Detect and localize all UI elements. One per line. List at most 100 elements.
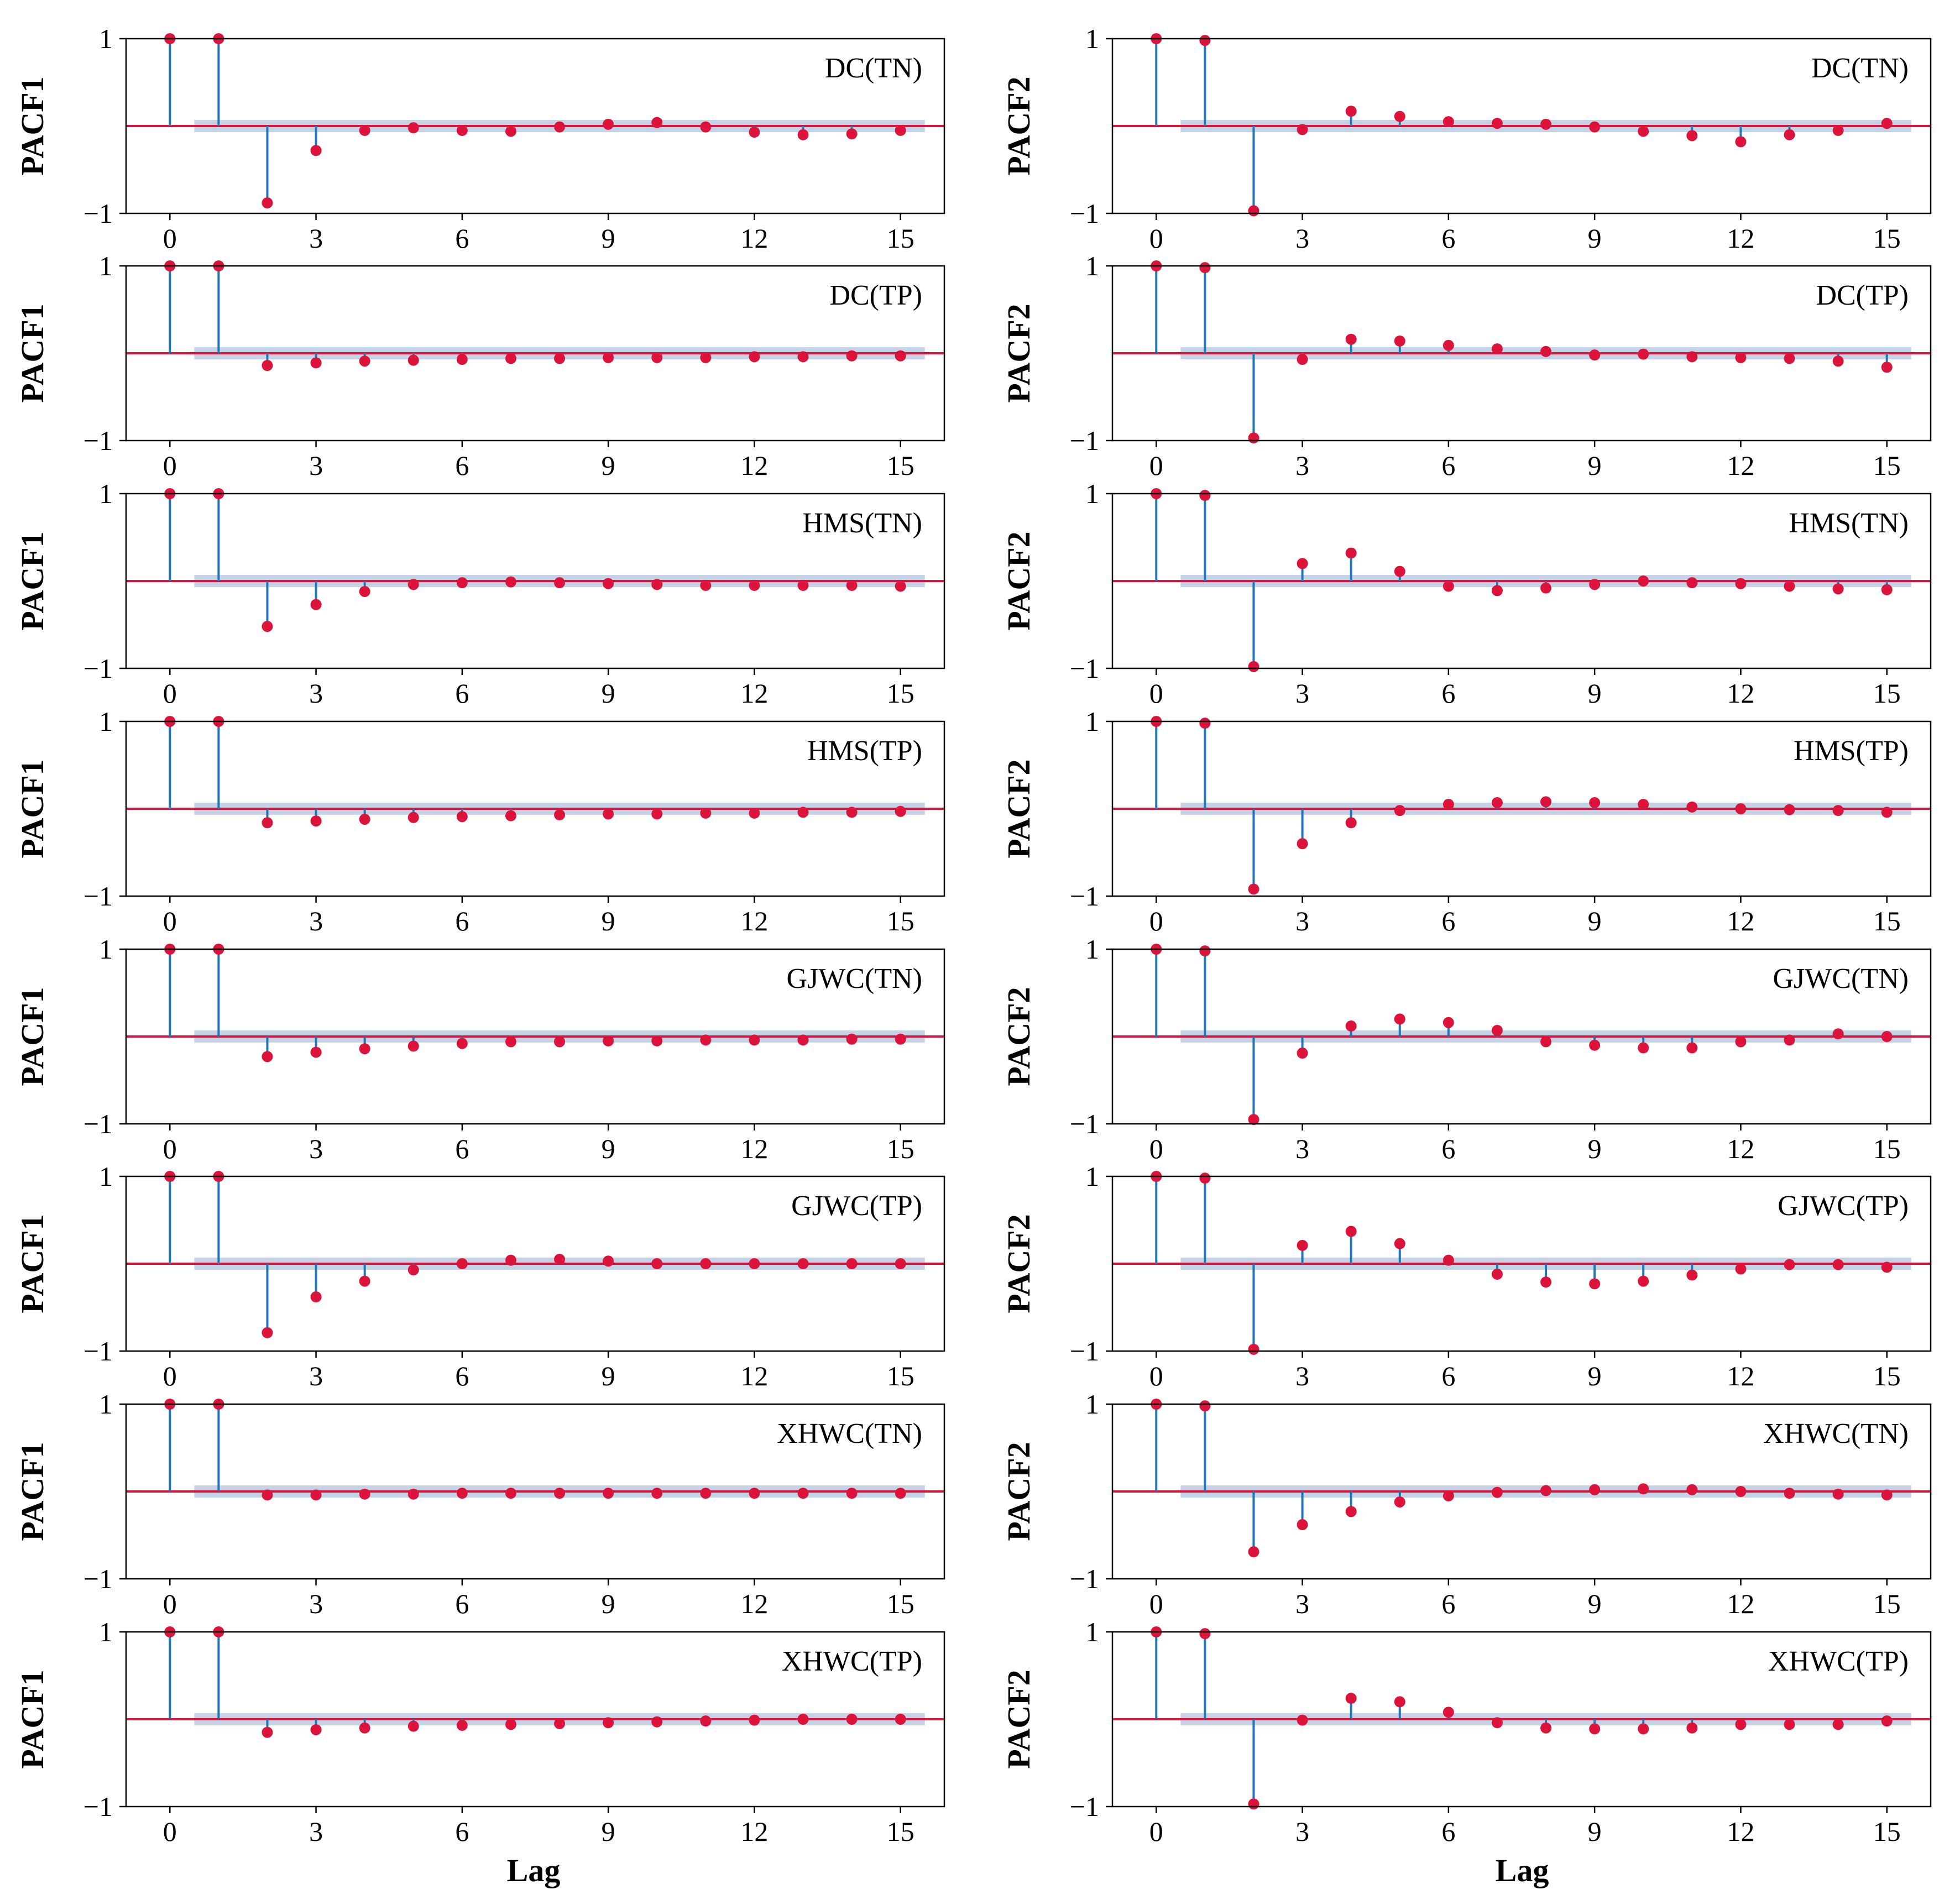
y-tick-label: 1 (99, 1389, 113, 1420)
stem-marker (456, 811, 468, 823)
stem-marker (1199, 1400, 1211, 1412)
stem-marker (1784, 1034, 1795, 1046)
stem-marker (1686, 577, 1698, 589)
stem-marker (1248, 205, 1259, 217)
stem-marker (407, 1720, 419, 1732)
x-tick-label: 15 (1873, 1588, 1901, 1619)
stem-marker (749, 807, 760, 819)
stem-marker (651, 117, 663, 128)
stem-marker (1297, 1239, 1308, 1251)
x-tick-label: 12 (1727, 1133, 1754, 1164)
stem-marker (505, 810, 516, 821)
stem-marker (895, 805, 906, 817)
x-tick-label: 9 (602, 450, 615, 481)
x-tick-label: 3 (1295, 1588, 1309, 1619)
pacf-panel: 0 3 6 9 12 15 −1 1 PACF2 DC(TN) (1001, 23, 1932, 254)
y-axis-label: PACF1 (14, 987, 50, 1086)
y-tick-label: −1 (83, 198, 113, 229)
axes-frame (125, 38, 945, 214)
stem-marker (1442, 116, 1454, 128)
y-axis-label: PACF1 (14, 1442, 50, 1541)
stem-marker (797, 129, 809, 140)
stem-marker (700, 807, 712, 819)
stem-marker (1735, 1036, 1747, 1048)
stem-marker (1345, 1020, 1357, 1032)
y-tick-label: 1 (1085, 478, 1099, 509)
x-tick-label: 12 (1727, 678, 1754, 709)
stem-marker (1345, 1693, 1357, 1704)
stem-marker (1297, 1048, 1308, 1059)
axes-frame (1111, 265, 1932, 442)
y-tick-label: 1 (1085, 934, 1099, 965)
x-tick-label: 15 (887, 1816, 914, 1847)
stem-marker (554, 1254, 566, 1265)
stem-marker (456, 1258, 468, 1269)
pacf-panel: 0 3 6 9 12 15 −1 1 PACF2 HMS(TP) (1001, 706, 1932, 936)
stem-marker (407, 354, 419, 366)
stem-marker (1345, 1506, 1357, 1517)
pacf-panel: 0 3 6 9 12 15 −1 1 PACF2 XHWC(TN) (1001, 1389, 1932, 1619)
x-tick-label: 6 (455, 678, 469, 709)
stem-marker (1784, 580, 1795, 592)
stem-marker (1394, 111, 1405, 122)
y-axis-label: PACF1 (14, 531, 50, 630)
x-tick-label: 0 (163, 1588, 177, 1619)
x-tick-label: 6 (1441, 1588, 1455, 1619)
stem-marker (1345, 333, 1357, 345)
pacf-panel: 0 3 6 9 12 15 −1 1 PACF1 DC(TN) (14, 23, 945, 254)
stem-marker (1832, 355, 1844, 367)
stem-marker (846, 579, 858, 591)
axes-frame (125, 1175, 945, 1352)
stem-marker (1881, 584, 1893, 595)
x-tick-label: 3 (309, 678, 323, 709)
stem-marker (1832, 1259, 1844, 1270)
stem-marker (846, 1488, 858, 1499)
y-tick-label: −1 (83, 425, 113, 456)
x-tick-label: 9 (1588, 1360, 1602, 1391)
stem-marker (1881, 1715, 1893, 1727)
stem-marker (456, 1488, 468, 1499)
stem-marker (846, 1258, 858, 1269)
x-tick-label: 6 (455, 905, 469, 936)
stem-marker (1345, 817, 1357, 829)
stem-marker (1491, 797, 1503, 808)
stem-marker (749, 351, 760, 363)
y-tick-label: −1 (83, 881, 113, 912)
stem-marker (1394, 566, 1405, 577)
stem-marker (1686, 801, 1698, 813)
stem-marker (1199, 35, 1211, 46)
stem-marker (262, 197, 273, 209)
stem-marker (846, 128, 858, 140)
x-tick-label: 9 (602, 1133, 615, 1164)
x-axis-label-left: Lag (507, 1852, 561, 1888)
stem-marker (1686, 1722, 1698, 1734)
stem-marker (895, 1488, 906, 1499)
stem-marker (1442, 1017, 1454, 1028)
panel-title: XHWC(TN) (777, 1418, 922, 1449)
stem-marker (1491, 118, 1503, 129)
y-tick-label: −1 (1070, 1791, 1099, 1822)
x-tick-label: 12 (1727, 1816, 1754, 1847)
panel-title: HMS(TP) (1794, 735, 1909, 767)
x-tick-label: 0 (163, 1133, 177, 1164)
y-tick-label: 1 (99, 250, 113, 281)
x-tick-label: 12 (1727, 223, 1754, 254)
stem-marker (1540, 1485, 1552, 1496)
stem-marker (1589, 579, 1601, 590)
y-tick-label: 1 (1085, 1616, 1099, 1647)
x-tick-label: 6 (1441, 450, 1455, 481)
stem-marker (359, 1043, 370, 1055)
stem-marker (1540, 1276, 1552, 1288)
stem-marker (651, 808, 663, 820)
x-tick-label: 9 (1588, 678, 1602, 709)
panel-title: XHWC(TN) (1763, 1418, 1909, 1449)
x-tick-label: 6 (455, 223, 469, 254)
stem-marker (1540, 582, 1552, 594)
x-tick-label: 0 (1149, 678, 1163, 709)
stem-marker (1638, 348, 1649, 360)
pacf-panel: 0 3 6 9 12 15 −1 1 PACF2 GJWC(TP) (1001, 1161, 1932, 1391)
x-axis-label-right: Lag (1496, 1852, 1549, 1888)
y-axis-label: PACF1 (14, 303, 50, 402)
stem-marker (1784, 1719, 1795, 1730)
stem-marker (1686, 1042, 1698, 1054)
